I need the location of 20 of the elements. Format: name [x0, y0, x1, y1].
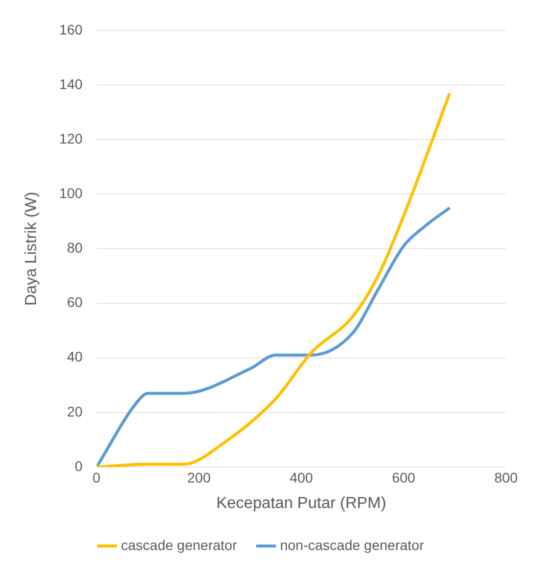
line-series [96, 92, 452, 467]
x-tick-label: 200 [187, 469, 211, 486]
legend-label: cascade generator [121, 536, 238, 553]
y-axis-title: Daya Listrik (W) [23, 192, 40, 306]
y-tick-label: 40 [66, 348, 83, 365]
y-tick-label: 140 [59, 76, 83, 92]
line-series [96, 206, 452, 467]
x-tick-label: 600 [392, 469, 416, 486]
y-tick-label: 120 [59, 130, 83, 146]
x-tick-label: 400 [290, 469, 314, 486]
y-tick-label: 160 [59, 21, 83, 38]
x-tick-label: 0 [92, 469, 101, 486]
legend-label: non-cascade generator [280, 536, 424, 553]
y-tick-label: 0 [74, 458, 83, 474]
y-tick-label: 60 [66, 294, 83, 310]
x-tick-label: 800 [494, 469, 518, 486]
y-tick-label: 20 [66, 403, 83, 420]
x-axis-title: Kecepatan Putar (RPM) [216, 494, 386, 512]
y-tick-label: 80 [66, 240, 83, 256]
y-tick-label: 100 [59, 184, 83, 201]
